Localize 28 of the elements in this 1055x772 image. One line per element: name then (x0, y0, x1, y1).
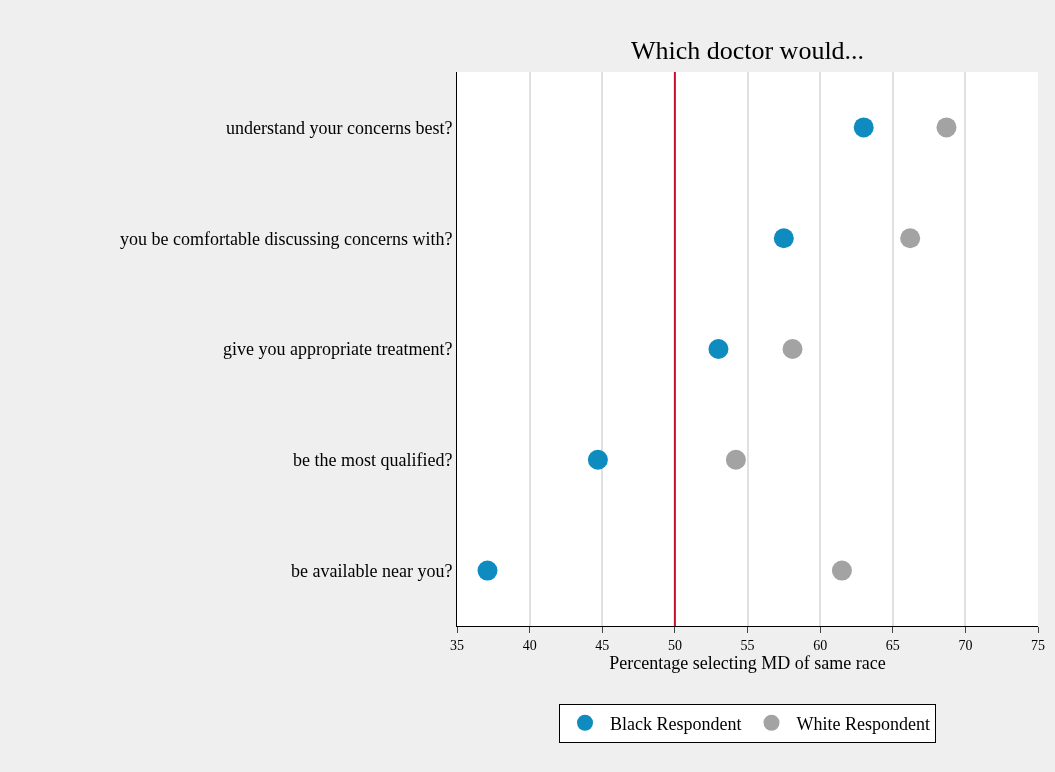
x-tick-label: 35 (450, 637, 464, 653)
point (853, 117, 874, 138)
x-tick-label: 45 (595, 637, 610, 653)
chart-title: Which doctor would... (630, 36, 865, 66)
point (773, 228, 794, 249)
x-tick-label: 75 (1031, 637, 1045, 653)
point (708, 339, 729, 359)
y-tick-label: be the most qualified? (292, 450, 453, 471)
y-tick-label: be available near you? (290, 560, 453, 581)
point (725, 449, 746, 470)
x-tick-label: 55 (740, 637, 755, 653)
legend-label: White Respondent (796, 713, 930, 734)
x-tick-label: 60 (813, 637, 828, 653)
point (900, 228, 921, 249)
point (831, 560, 852, 581)
point (477, 560, 498, 581)
point (936, 117, 957, 138)
y-tick-label: give you appropriate treatment? (222, 339, 453, 360)
x-tick-label: 40 (522, 637, 537, 653)
y-tick-label: you be comfortable discussing concerns with? (119, 228, 453, 249)
x-axis-title: Percentage selecting MD of same race (609, 652, 886, 673)
x-tick-label: 65 (885, 637, 900, 653)
y-tick-label: understand your concerns best? (225, 117, 453, 138)
legend-label: Black Respondent (610, 713, 742, 734)
x-tick-label: 70 (958, 637, 973, 653)
point (782, 339, 803, 359)
x-tick-label: 50 (667, 637, 682, 653)
point (587, 449, 608, 470)
